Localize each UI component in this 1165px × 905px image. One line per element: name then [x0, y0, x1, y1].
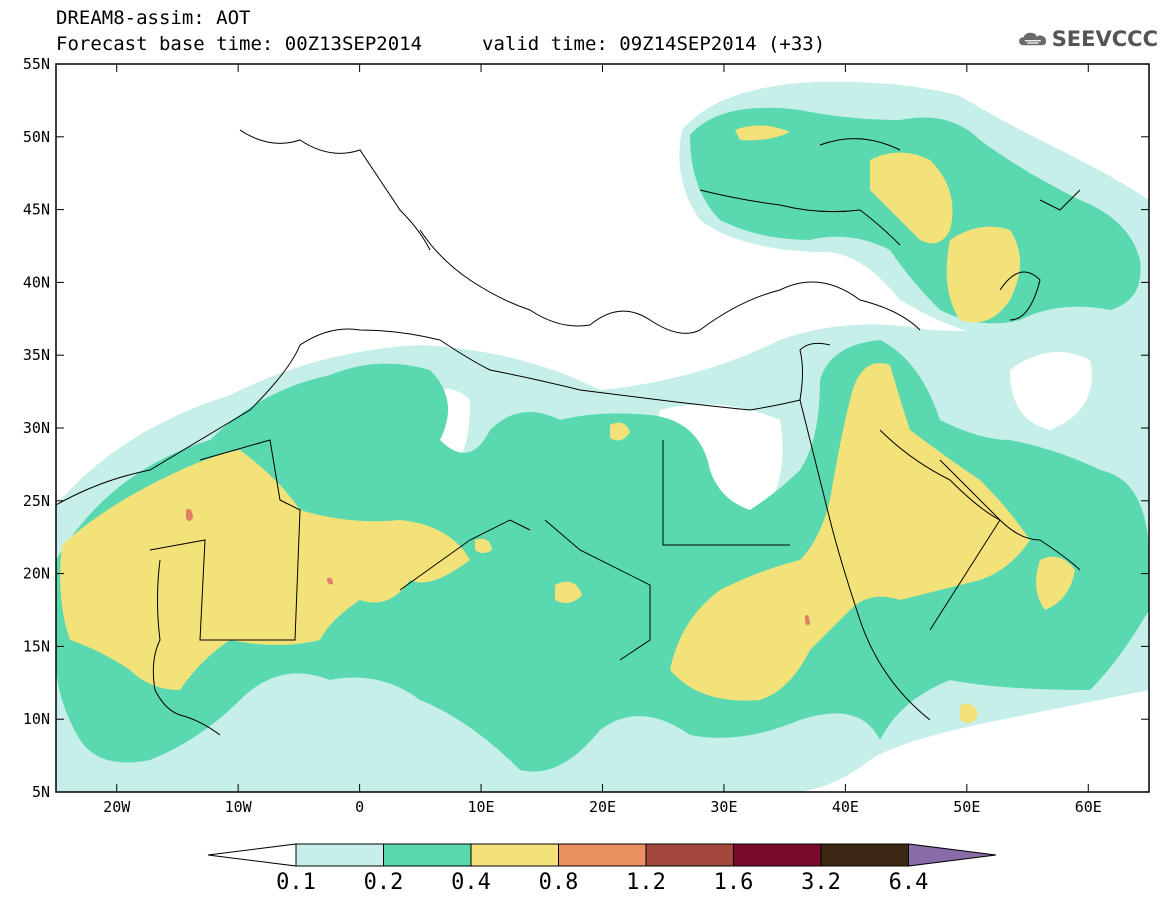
colorbar-swatch — [383, 843, 472, 867]
colorbar — [207, 843, 997, 867]
lat-label: 20N — [23, 565, 50, 583]
lat-label: 5N — [32, 783, 50, 801]
lat-label: 25N — [23, 492, 50, 510]
lon-label: 20E — [589, 798, 616, 816]
colorbar-swatch — [645, 843, 734, 867]
colorbar-level-label: 1.2 — [626, 870, 666, 895]
lon-label: 10W — [225, 798, 253, 816]
cloud-icon — [1019, 32, 1047, 46]
colorbar-level-label: 0.4 — [451, 870, 491, 895]
aot-level-0.8 — [186, 509, 810, 626]
lat-label: 35N — [23, 346, 50, 364]
aot-level-0.2 — [56, 107, 1149, 772]
colorbar-level-label: 0.8 — [538, 870, 579, 895]
lon-label: 10E — [468, 798, 495, 816]
coastlines — [56, 129, 1081, 736]
colorbar-level-label: 1.6 — [713, 870, 754, 895]
colorbar-level-label: 6.4 — [888, 870, 929, 895]
colorbar-under — [207, 843, 297, 867]
colorbar-swatch — [470, 843, 559, 867]
colorbar-swatch — [733, 843, 822, 867]
colorbar-level-label: 3.2 — [801, 870, 841, 895]
colorbar-level-label: 0.2 — [363, 870, 404, 895]
lat-label: 10N — [23, 710, 50, 728]
colorbar-swatch — [820, 843, 909, 867]
lon-label: 60E — [1075, 798, 1102, 816]
latitude-axis: 55N 50N 45N 40N 35N 30N 25N 20N 15N 10N 5N — [23, 55, 1149, 801]
lon-label: 20W — [103, 798, 131, 816]
lat-label: 55N — [23, 55, 50, 73]
lon-label: 50E — [953, 798, 980, 816]
lon-label: 40E — [832, 798, 859, 816]
colorbar-level-label: 0.1 — [276, 870, 316, 895]
colorbar-over — [908, 843, 997, 867]
seevccc-logo: SEEVCCC — [1018, 24, 1158, 54]
base-time-label: Forecast base time: 00Z13SEP2014 — [56, 33, 423, 55]
lat-label: 15N — [23, 637, 50, 655]
colorbar-swatch — [558, 843, 647, 867]
lat-label: 45N — [23, 201, 50, 219]
lat-label: 40N — [23, 273, 50, 291]
aot-level-0.4 — [60, 125, 1075, 724]
valid-time-label: valid time: 09Z14SEP2014 (+33) — [482, 33, 826, 55]
lon-label: 0 — [355, 798, 364, 816]
map-title: DREAM8-assim: AOT — [56, 7, 251, 29]
logo-text: SEEVCCC — [1051, 27, 1158, 51]
colorbar-swatch — [295, 843, 384, 867]
lon-label: 30E — [710, 798, 737, 816]
lat-label: 50N — [23, 128, 50, 146]
lat-label: 30N — [23, 419, 50, 437]
aot-field — [56, 81, 1149, 792]
longitude-axis: 20W 10W 0 10E 20E 30E 40E 50E 60E — [103, 64, 1102, 816]
